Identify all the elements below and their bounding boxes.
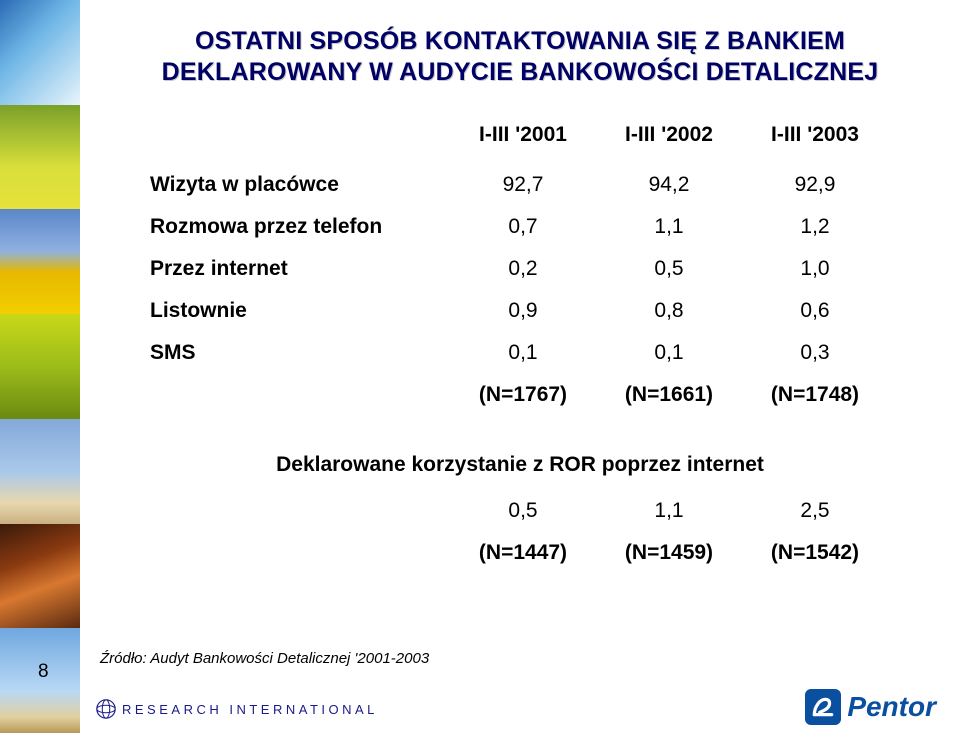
pentor-icon (805, 689, 841, 725)
cell: 0,5 (450, 499, 596, 523)
cell: 2,5 (742, 499, 888, 523)
cell: 0,5 (596, 257, 742, 281)
thumb-sunflowers (0, 209, 80, 314)
sub-values-row: 0,5 1,1 2,5 (150, 499, 890, 523)
cell: 0,8 (596, 299, 742, 323)
table-header-row: I-III '2001 I-III '2002 I-III '2003 (150, 123, 890, 147)
pentor-text: Pentor (847, 691, 936, 723)
table-row: Rozmowa przez telefon 0,7 1,1 1,2 (150, 215, 890, 239)
n-cell: (N=1459) (596, 541, 742, 565)
thumb-field (0, 105, 80, 210)
footer-left-logo: RESEARCH INTERNATIONAL (96, 699, 378, 719)
n-cell: (N=1542) (742, 541, 888, 565)
footer-right-logo: Pentor (805, 689, 936, 725)
cell: 0,1 (450, 341, 596, 365)
row-label: Wizyta w placówce (150, 173, 450, 197)
cell: 92,9 (742, 173, 888, 197)
sub-table: 0,5 1,1 2,5 (N=1447) (N=1459) (N=1542) (150, 499, 890, 565)
cell: 0,2 (450, 257, 596, 281)
sub-n-row: (N=1447) (N=1459) (N=1542) (150, 541, 890, 565)
cell: 1,1 (596, 499, 742, 523)
table-row: SMS 0,1 0,1 0,3 (150, 341, 890, 365)
row-label: Przez internet (150, 257, 450, 281)
n-cell: (N=1748) (742, 383, 888, 407)
thumb-leaves (0, 314, 80, 419)
content-area: OSTATNI SPOSÓB KONTAKTOWANIA SIĘ Z BANKI… (80, 0, 960, 733)
cell: 0,3 (742, 341, 888, 365)
slide-title: OSTATNI SPOSÓB KONTAKTOWANIA SIĘ Z BANKI… (110, 26, 930, 89)
col-header: I-III '2001 (450, 123, 596, 147)
main-table: I-III '2001 I-III '2002 I-III '2003 Wizy… (150, 123, 890, 407)
cell: 0,7 (450, 215, 596, 239)
row-label: Rozmowa przez telefon (150, 215, 450, 239)
cell: 0,9 (450, 299, 596, 323)
source-note: Źródło: Audyt Bankowości Detalicznej '20… (100, 650, 429, 667)
cell: 1,2 (742, 215, 888, 239)
sub-table-title: Deklarowane korzystanie z ROR poprzez in… (110, 453, 930, 477)
col-header: I-III '2002 (596, 123, 742, 147)
research-international-icon (96, 699, 116, 719)
sidebar-thumbnails (0, 0, 80, 733)
title-line-1: OSTATNI SPOSÓB KONTAKTOWANIA SIĘ Z BANKI… (110, 26, 930, 57)
cell: 1,0 (742, 257, 888, 281)
page-number: 8 (38, 661, 49, 683)
table-row: Przez internet 0,2 0,5 1,0 (150, 257, 890, 281)
n-cell: (N=1447) (450, 541, 596, 565)
table-row: Listownie 0,9 0,8 0,6 (150, 299, 890, 323)
row-label: Listownie (150, 299, 450, 323)
slide: OSTATNI SPOSÓB KONTAKTOWANIA SIĘ Z BANKI… (0, 0, 960, 733)
col-header: I-III '2003 (742, 123, 888, 147)
row-label: SMS (150, 341, 450, 365)
research-international-text: RESEARCH INTERNATIONAL (122, 702, 378, 717)
table-row: Wizyta w placówce 92,7 94,2 92,9 (150, 173, 890, 197)
thumb-wave (0, 0, 80, 105)
table-n-row: (N=1767) (N=1661) (N=1748) (150, 383, 890, 407)
cell: 94,2 (596, 173, 742, 197)
cell: 1,1 (596, 215, 742, 239)
n-cell: (N=1661) (596, 383, 742, 407)
cell: 92,7 (450, 173, 596, 197)
n-cell: (N=1767) (450, 383, 596, 407)
cell: 0,6 (742, 299, 888, 323)
title-line-2: DEKLAROWANY W AUDYCIE BANKOWOŚCI DETALIC… (110, 57, 930, 88)
cell: 0,1 (596, 341, 742, 365)
thumb-beach (0, 419, 80, 524)
thumb-desert (0, 524, 80, 629)
